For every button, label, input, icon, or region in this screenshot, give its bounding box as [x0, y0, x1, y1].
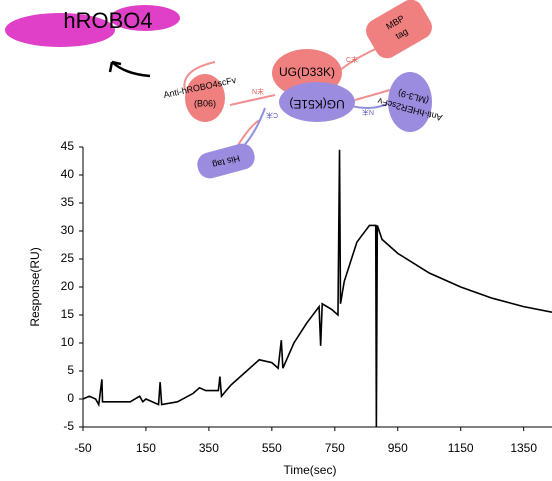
y-tick-label: 5 [67, 363, 74, 377]
scfv-domain [185, 74, 225, 122]
antigen-label: hROBO4 [63, 8, 152, 33]
x-tick-label: -50 [74, 441, 92, 455]
y-tick-label: 0 [67, 391, 74, 405]
diagram: hROBO4 Anti-hROBO4scFv (B06) UG(D33K) UG… [5, 0, 443, 179]
x-tick-label: 550 [262, 441, 282, 455]
y-tick-label: 45 [61, 139, 75, 153]
x-tick-label: 350 [199, 441, 219, 455]
scfv-domain [388, 72, 432, 132]
terminus-label: C末 [266, 111, 278, 120]
x-tick-label: 1150 [448, 441, 474, 455]
y-tick-label: 20 [61, 279, 75, 293]
ug-label: UG(D33K) [279, 65, 335, 79]
terminus-label: N末 [252, 87, 264, 96]
y-tick-label: 35 [61, 195, 75, 209]
linker [183, 44, 391, 151]
mbp-tag [366, 0, 432, 59]
y-tick-label: 15 [61, 307, 75, 321]
x-tick-label: 1350 [510, 441, 537, 455]
ug-domain [279, 82, 355, 122]
terminus-label: C末 [346, 55, 358, 64]
y-tick-label: 10 [61, 335, 75, 349]
x-tick-label: 150 [136, 441, 156, 455]
ug-label: UG(K51E) [289, 97, 344, 111]
antigen-blob [5, 13, 115, 47]
antigen-blob [110, 5, 180, 31]
x-tick-label: 950 [388, 441, 408, 455]
his-tag [197, 143, 255, 179]
y-axis-label: Response(RU) [28, 247, 42, 326]
scfv-label: (B06) [194, 98, 216, 108]
arrow [108, 60, 151, 78]
terminus-label: N末 [362, 108, 374, 117]
x-axis-label: Time(sec) [284, 463, 337, 477]
y-tick-label: -5 [63, 419, 74, 433]
x-tick-label: 750 [325, 441, 345, 455]
y-tick-label: 30 [61, 223, 75, 237]
response-line [82, 149, 552, 428]
y-tick-label: 40 [61, 167, 75, 181]
y-tick-label: 25 [61, 251, 75, 265]
